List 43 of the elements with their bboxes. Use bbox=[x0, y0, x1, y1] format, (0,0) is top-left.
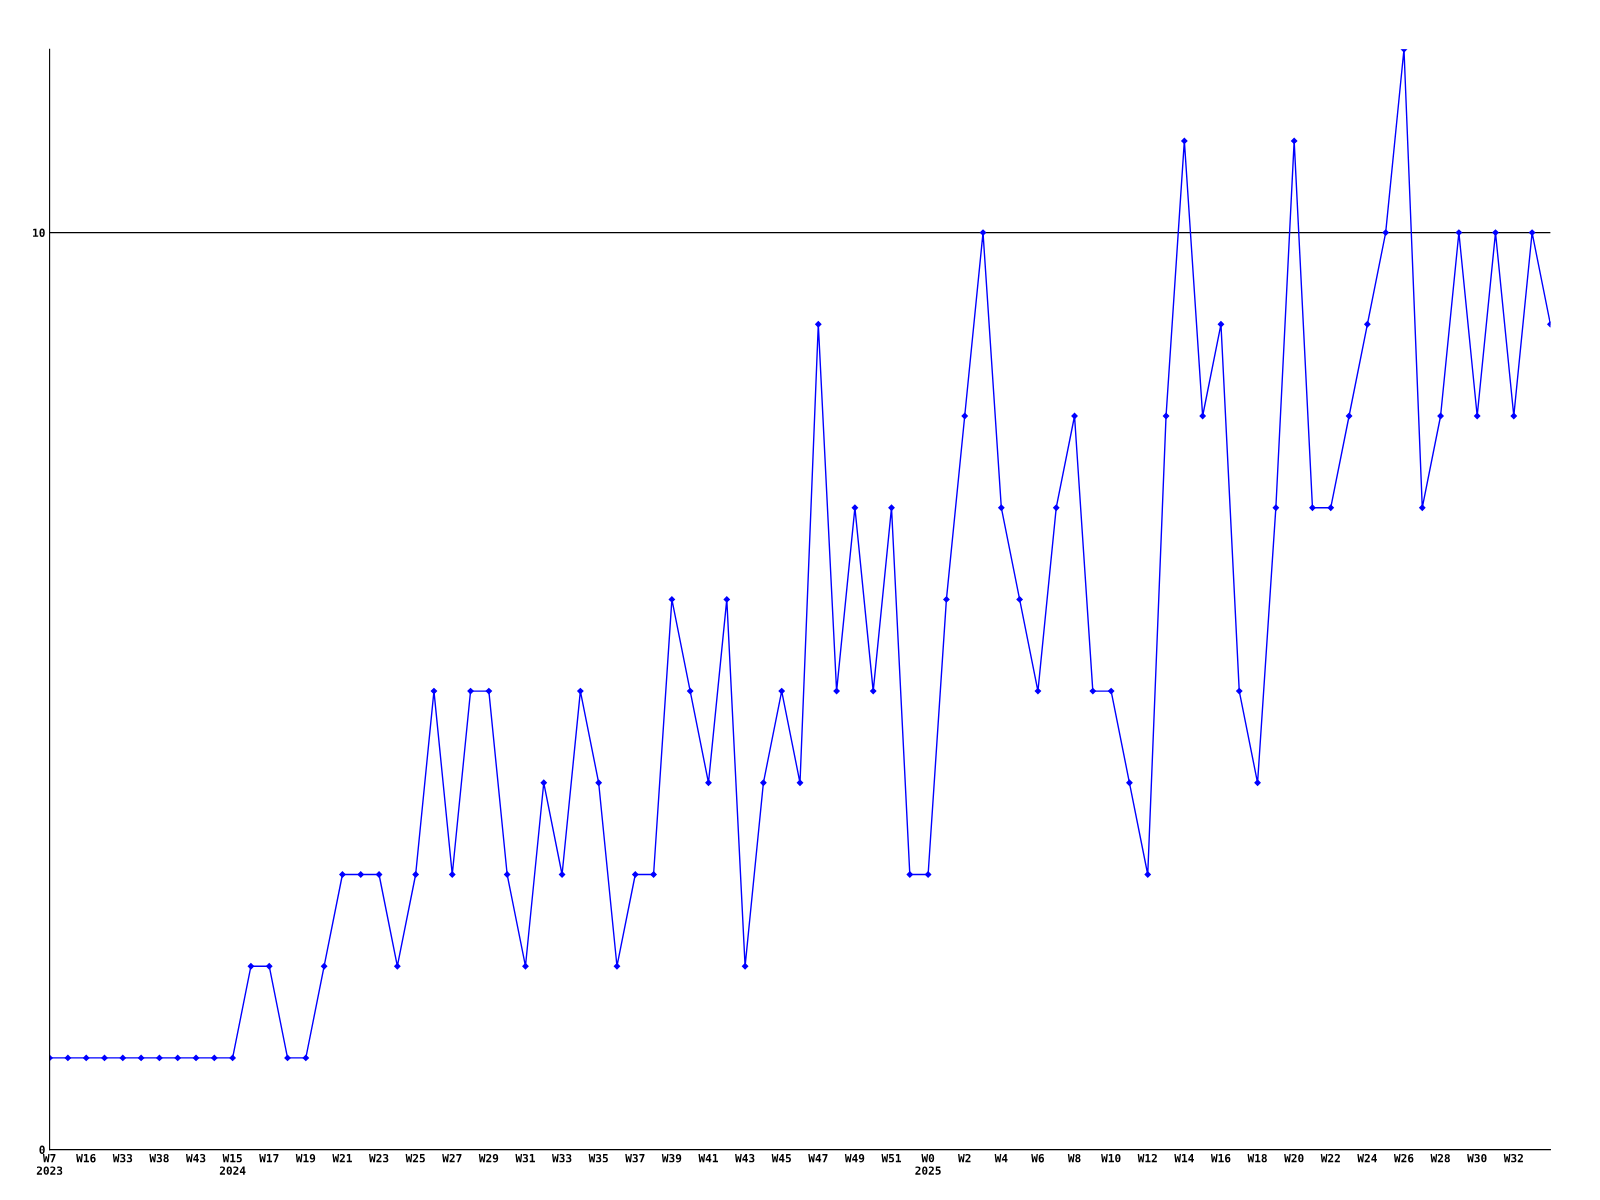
x-tick-label: W8 bbox=[1067, 1153, 1081, 1163]
x-tick-label: W38 bbox=[149, 1153, 169, 1163]
x-tick-label: W22 bbox=[1320, 1153, 1340, 1163]
x-tick-label: W26 bbox=[1393, 1153, 1414, 1163]
x-tick-label: W2 bbox=[958, 1153, 971, 1163]
y-tick-label: 0 bbox=[39, 1145, 45, 1154]
x-tick-label: W23 bbox=[369, 1153, 389, 1163]
x-tick-label: W20 bbox=[1284, 1153, 1304, 1163]
x-tick-label: W19 bbox=[295, 1154, 316, 1163]
x-tick-label: W51 bbox=[881, 1154, 902, 1163]
x-tick-label: W24 bbox=[1357, 1153, 1377, 1163]
x-tick-label: W45 bbox=[771, 1154, 791, 1163]
x-tick-label: W17 bbox=[259, 1154, 279, 1163]
x-tick-label: W43 bbox=[185, 1153, 206, 1163]
x-tick-label: W33 bbox=[112, 1153, 133, 1163]
x-tick-label: W14 bbox=[1174, 1154, 1194, 1163]
x-tick-label: W49 bbox=[844, 1154, 865, 1163]
x-tick-label: W37 bbox=[625, 1153, 645, 1163]
x-tick-label: W41 bbox=[698, 1154, 718, 1163]
x-tick-label: W6 bbox=[1031, 1153, 1045, 1163]
x-tick-label: W27 bbox=[442, 1153, 462, 1163]
x-tick-label: W25 bbox=[405, 1153, 425, 1163]
x-tick-label: W12 bbox=[1137, 1153, 1157, 1163]
x-tick-label: W47 bbox=[808, 1154, 828, 1163]
y-tick-label: 10 bbox=[33, 228, 45, 237]
x-tick-label: W32 bbox=[1503, 1153, 1523, 1163]
x-tick-label: W30 bbox=[1467, 1153, 1487, 1163]
x-tick-label: W28 bbox=[1430, 1153, 1450, 1163]
x-tick-label: W21 bbox=[332, 1153, 352, 1163]
x-tick-label: W35 bbox=[588, 1153, 608, 1163]
x-tick-label: W18 bbox=[1247, 1153, 1267, 1163]
x-tick-label: W31 bbox=[515, 1153, 535, 1163]
x-tick-label: W15 2024 bbox=[219, 1154, 246, 1175]
x-tick-label: W16 bbox=[76, 1153, 96, 1163]
x-tick-label: W33 bbox=[552, 1153, 572, 1163]
x-tick-label: W29 bbox=[478, 1153, 499, 1163]
x-tick-label: W4 bbox=[994, 1154, 1008, 1163]
x-tick-label: W16 bbox=[1210, 1153, 1231, 1163]
x-tick-label: W7 2023 bbox=[36, 1154, 63, 1175]
x-tick-label: W0 2025 bbox=[915, 1153, 941, 1175]
x-tick-label: W39 bbox=[661, 1153, 682, 1163]
x-tick-label: W10 bbox=[1101, 1153, 1121, 1163]
x-tick-label: W43 bbox=[735, 1153, 755, 1163]
